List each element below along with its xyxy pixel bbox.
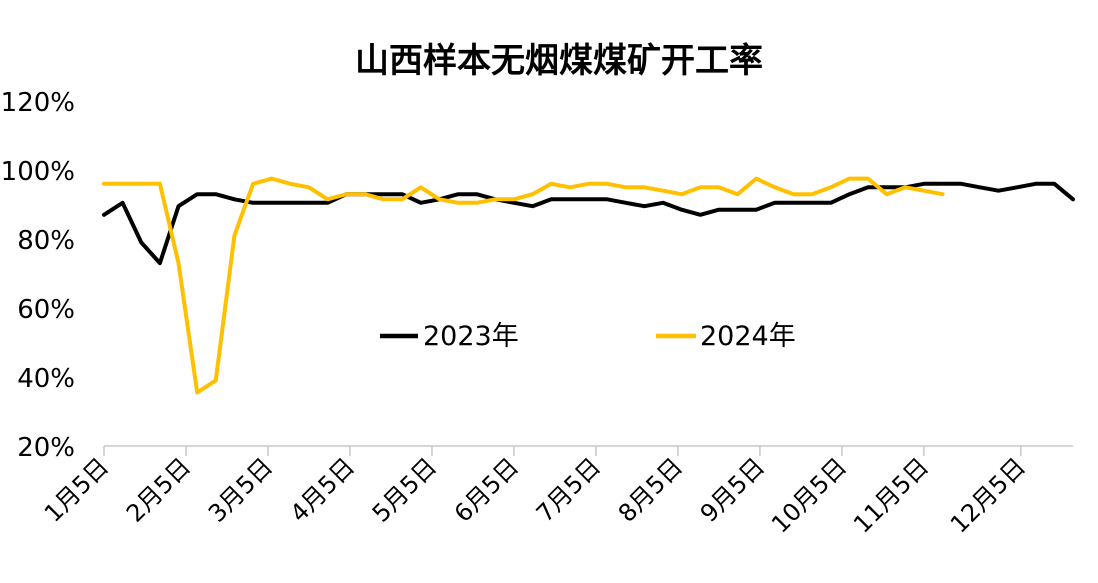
- x-tick-label: 11月5日: [848, 452, 934, 538]
- y-tick-label: 80%: [17, 226, 75, 256]
- x-tick-label: 5月5日: [367, 452, 442, 527]
- series-line-2023: [102, 181, 1075, 266]
- x-axis-ticks: 1月5日 2月5日 3月5日 4月5日 5月5日 6月5日 7月5日 8月5日 9月5日10月5…: [39, 446, 1031, 539]
- y-tick-label: 40%: [17, 364, 75, 394]
- legend-label-2024: 2024年: [700, 321, 796, 352]
- chart-title: 山西样本无烟煤煤矿开工率: [355, 41, 763, 81]
- series-lines: [102, 176, 1075, 395]
- x-tick-label: 6月5日: [449, 452, 524, 527]
- x-tick-label: 10月5日: [766, 452, 852, 538]
- x-tick-label: 3月5日: [203, 452, 278, 527]
- legend: 2023年 2024年: [380, 321, 796, 352]
- x-tick-label: 9月5日: [695, 452, 770, 527]
- x-tick-label: 12月5日: [945, 452, 1031, 538]
- y-tick-label: 20%: [17, 433, 75, 463]
- x-tick-label: 8月5日: [613, 452, 688, 527]
- x-tick-label: 7月5日: [531, 452, 606, 527]
- legend-label-2023: 2023年: [423, 321, 519, 352]
- y-axis-ticks: 20% 40% 60% 80% 100% 120%: [1, 88, 75, 463]
- series-line-2024: [102, 176, 945, 395]
- x-tick-label: 1月5日: [39, 452, 114, 527]
- x-tick-label: 2月5日: [121, 452, 196, 527]
- y-tick-label: 60%: [17, 295, 75, 325]
- y-tick-label: 120%: [1, 88, 75, 118]
- x-tick-label: 4月5日: [285, 452, 360, 527]
- y-tick-label: 100%: [1, 157, 75, 187]
